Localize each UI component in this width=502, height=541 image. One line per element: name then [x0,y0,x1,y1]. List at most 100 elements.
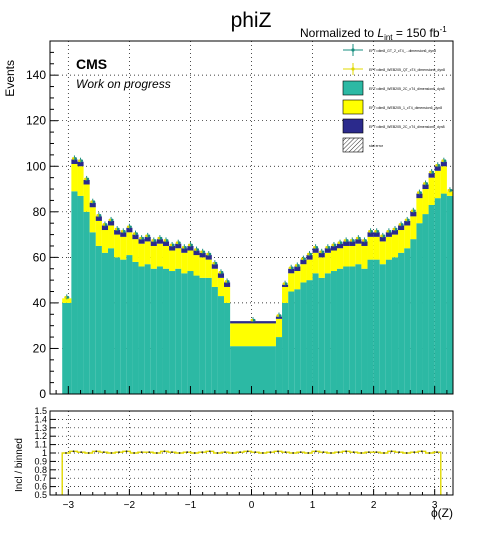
legend-marker-dot [351,48,355,52]
hist-bar-navy [162,241,170,246]
hist-bar-yellow [373,236,380,260]
data-marker-teal [413,209,416,213]
data-marker-teal [252,318,256,322]
data-marker-yellow [181,245,185,249]
legend-entry: EFT=dim8_WEB205_QT_cT4_dimension6_dyn8 [343,63,445,75]
data-marker-teal [419,191,422,194]
data-marker-yellow [276,314,280,317]
legend-label: EFT=dim8_WEB205_QT_cT4_dimension6_dyn8 [369,68,445,72]
data-marker-teal [291,266,294,270]
hist-bar-navy [175,243,182,249]
hist-bar-yellow [62,298,72,303]
hist-bar-yellow [288,273,295,292]
data-marker-yellow [435,163,438,167]
data-marker-yellow [250,318,254,322]
data-marker-teal [339,241,343,244]
ratio-point [277,450,279,453]
ratio-point [383,452,385,454]
hist-bar-yellow [120,236,127,260]
cms-label: CMS [76,56,107,72]
legend-label: stat error [369,144,384,148]
data-marker-yellow [90,200,93,203]
data-marker-yellow [145,234,148,238]
hist-bar-yellow [71,163,78,192]
ratio-point [148,451,151,454]
data-marker-teal [431,170,435,174]
hist-bar-teal [101,252,109,394]
hist-bar-navy [217,273,225,278]
hist-bar-yellow [312,252,319,274]
data-marker-yellow [139,236,142,240]
hist-bar-yellow [275,318,283,338]
ratio-point [398,451,401,454]
hist-bar-teal [89,232,96,394]
data-marker-teal [86,177,90,181]
data-marker-yellow [169,243,173,247]
hist-bar-navy [83,179,90,185]
hist-bar-navy [230,321,276,324]
ratio-point [360,452,363,454]
hist-bar-yellow [108,225,115,249]
data-marker-teal [400,223,404,226]
hist-bar-yellow [440,166,447,194]
data-marker-yellow [294,264,298,267]
ratio-y-tick-label: 1.4 [34,414,47,424]
hist-bar-teal [440,193,447,394]
data-marker-teal [226,280,230,283]
ratio-point [314,450,317,453]
data-marker-yellow [288,266,292,270]
y-tick-label: 120 [26,114,46,128]
hist-bar-navy [410,211,417,217]
data-marker-yellow [392,227,396,231]
hist-bar-teal [355,264,362,394]
data-marker-teal [333,243,337,247]
hist-bar-navy [391,230,399,235]
hist-bar-teal [300,282,307,394]
data-marker-yellow [361,239,365,242]
ratio-point [405,452,408,454]
hist-bar-yellow [193,255,200,276]
data-marker-teal [407,218,410,222]
legend-entry: EFT=dim8_WEB205_2C_cT4_dimension6_dyn8 [342,80,445,96]
hist-bar-yellow [138,243,145,267]
ratio-point [375,451,378,454]
hist-bar-yellow [391,234,399,258]
hist-bar-navy [373,232,380,237]
data-marker-yellow [108,218,112,222]
data-marker-teal [74,157,77,160]
hist-bar-yellow [306,259,313,281]
hist-bar-teal [230,346,276,394]
x-axis: −3 −2 −1 0 1 2 3 [55,489,448,511]
ratio-y-axis-label: Incl / binned [14,438,25,492]
ratio-point [269,451,272,454]
hist-bar-yellow [398,230,405,253]
hist-bar-navy [108,220,115,226]
x-tick-label: 1 [310,500,316,511]
data-marker-yellow [313,245,316,249]
hist-bar-navy [355,239,362,244]
hist-bar-teal [428,204,435,394]
ratio-point [193,452,196,454]
hist-bar-teal [114,257,121,394]
ratio-step-line [61,450,442,495]
hist-bar-teal [162,268,170,394]
hist-bar-yellow [410,216,417,240]
ratio-point [330,452,332,454]
hist-bar-navy [224,282,231,287]
hist-bar-yellow [318,257,325,278]
norm-lumi-symbol: L [377,26,384,40]
x-tick-label: −3 [63,500,75,511]
hist-bar-navy [144,236,151,242]
hist-bar-navy [336,243,344,249]
ratio-point [239,451,242,454]
data-marker-yellow [386,230,389,233]
ratio-point [284,451,287,454]
hist-bar-navy [300,259,307,265]
ratio-point [201,451,204,454]
hist-bar-teal [181,273,188,394]
data-marker-yellow [343,239,347,242]
ratio-point [322,451,325,454]
ratio-point [133,452,136,454]
hist-bar-teal [336,268,344,394]
